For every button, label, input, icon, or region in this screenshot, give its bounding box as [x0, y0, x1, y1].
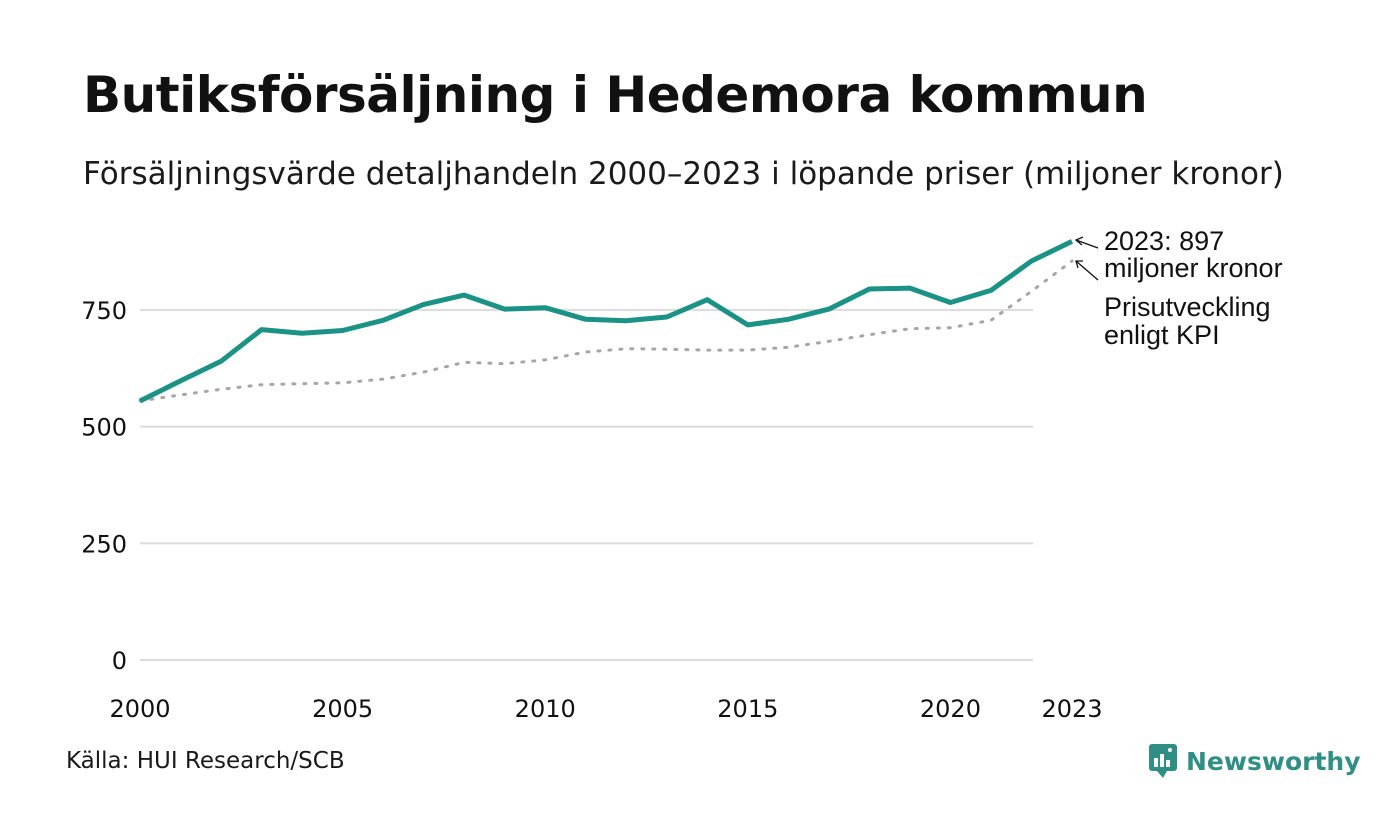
- gridlines: [140, 308, 1033, 662]
- chart-title: Butiksförsäljning i Hedemora kommun: [83, 66, 1148, 124]
- y-axis-ticks: 0 250 500 750: [81, 297, 127, 675]
- series-line-sales: [138, 239, 1074, 404]
- series-line-kpi: [138, 259, 1074, 403]
- x-tick-label: 2020: [920, 695, 981, 723]
- source-note: Källa: HUI Research/SCB: [66, 748, 345, 774]
- x-tick-label: 2023: [1041, 695, 1102, 723]
- last-value-label-line1: 2023: 897: [1104, 226, 1224, 256]
- chart-subtitle: Försäljningsvärde detaljhandeln 2000–202…: [83, 156, 1284, 192]
- kpi-arrow: [1075, 260, 1099, 281]
- kpi-label-line1: Prisutveckling: [1104, 292, 1271, 322]
- last-value-arrow: [1075, 239, 1099, 249]
- y-tick-label: 500: [81, 414, 127, 442]
- x-axis-ticks: 2000 2005 2010 2015 2020 2023: [109, 695, 1102, 723]
- brand: Newsworthy: [1148, 743, 1361, 779]
- newsworthy-logo-icon: [1149, 744, 1177, 778]
- x-tick-label: 2015: [717, 695, 778, 723]
- y-tick-label: 250: [81, 530, 127, 558]
- last-value-label-line2: miljoner kronor: [1104, 253, 1283, 283]
- x-tick-label: 2005: [312, 695, 373, 723]
- y-tick-label: 750: [81, 297, 127, 325]
- series: [138, 239, 1074, 404]
- kpi-arrowhead: [1075, 260, 1083, 269]
- kpi-label-line2: enligt KPI: [1104, 320, 1220, 350]
- x-tick-label: 2000: [109, 695, 170, 723]
- last-value-arrowhead: [1074, 236, 1084, 246]
- annotations: 2023: 897 miljoner kronor Prisutveckling…: [1074, 226, 1283, 350]
- y-tick-label: 0: [112, 647, 127, 675]
- x-tick-label: 2010: [515, 695, 576, 723]
- brand-name: Newsworthy: [1186, 746, 1361, 776]
